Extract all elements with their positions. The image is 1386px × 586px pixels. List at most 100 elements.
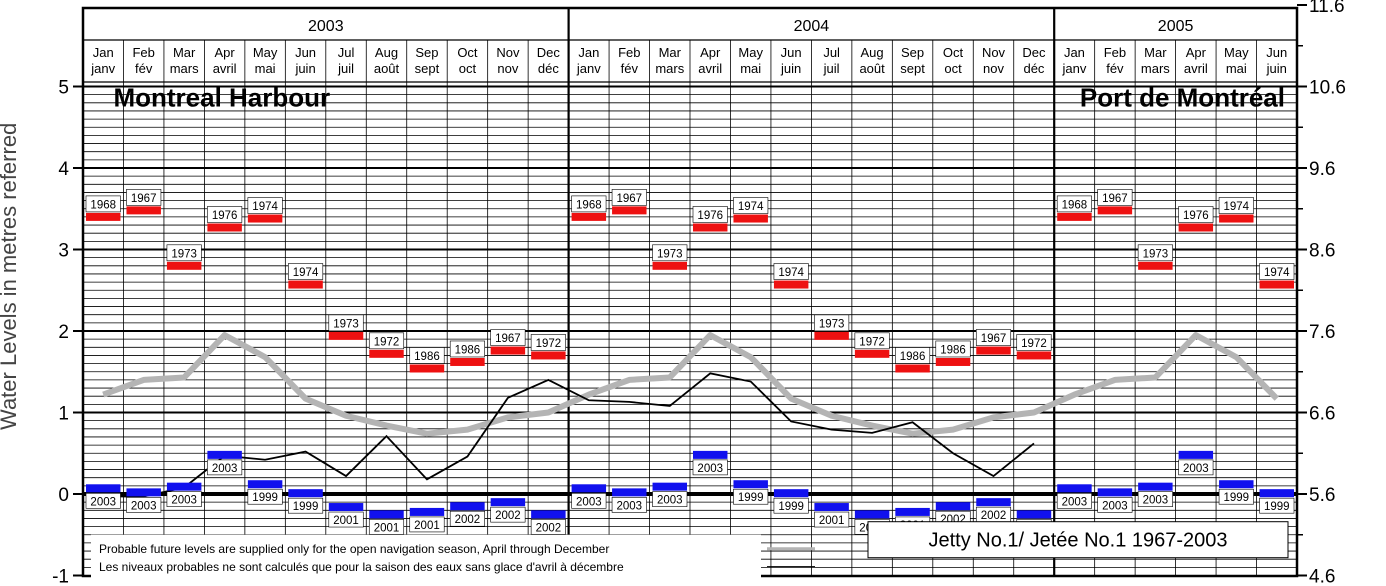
- record-high-year: 1967: [617, 193, 643, 205]
- record-high-year-box: [490, 329, 526, 346]
- legend-text-fr: Les niveaux probables ne sont calculés q…: [99, 560, 624, 574]
- record-high-year-box: [368, 332, 405, 350]
- record-high-bar: [288, 280, 323, 289]
- record-low-year-box: [814, 511, 850, 528]
- record-low-year: 2003: [1183, 463, 1209, 475]
- left-tick-label: 1: [58, 404, 69, 425]
- mean-level-line: [102, 332, 1279, 437]
- month-label-fr: mars: [655, 61, 684, 76]
- record-low-year: 2001: [333, 515, 359, 527]
- record-low-bar: [86, 484, 121, 493]
- record-low-year-box: [1259, 497, 1295, 514]
- month-label-en: Nov: [496, 45, 520, 60]
- record-high-bar: [126, 206, 161, 215]
- record-low-bar: [652, 482, 687, 491]
- record-high-year: 1974: [738, 201, 764, 213]
- record-high-year-box: [895, 347, 931, 364]
- record-high-bar: [369, 349, 404, 358]
- record-high-year-box: [975, 329, 1012, 346]
- year-label: 2003: [308, 18, 344, 35]
- record-low-year: 2003: [212, 463, 238, 475]
- record-low-bar: [935, 502, 971, 511]
- record-high-bar: [207, 223, 242, 232]
- record-low-bar: [571, 484, 607, 493]
- month-label-fr: mai: [255, 61, 276, 76]
- record-low-bar: [207, 450, 242, 459]
- record-high-year-box: [773, 263, 809, 280]
- month-label-en: Feb: [132, 45, 154, 60]
- record-high-year: 1968: [1062, 199, 1088, 211]
- record-low-bar: [693, 450, 728, 459]
- month-label-fr: juin: [294, 61, 315, 76]
- record-high-year: 1967: [131, 193, 157, 205]
- record-low-bar: [1016, 510, 1052, 519]
- left-tick-label: -1: [52, 567, 69, 586]
- record-low-bar: [328, 503, 364, 512]
- record-high-year: 1968: [576, 199, 602, 211]
- month-label-fr: fév: [1106, 61, 1124, 76]
- record-high-year: 1974: [778, 267, 804, 279]
- record-low-bar: [612, 488, 647, 497]
- record-low-year: 2003: [171, 495, 197, 507]
- record-high-bar: [976, 346, 1011, 355]
- month-label-en: Jan: [578, 45, 599, 60]
- record-high-year-box: [409, 347, 445, 364]
- month-label-fr: juil: [823, 61, 840, 76]
- right-tick-label: 8.6: [1309, 241, 1335, 262]
- record-high-year-box: [449, 340, 485, 358]
- month-label-en: Sep: [901, 45, 924, 60]
- record-low-year: 2001: [414, 520, 440, 532]
- left-tick-label: 2: [58, 322, 69, 343]
- record-high-year: 1976: [212, 210, 238, 222]
- record-low-year: 2003: [1062, 496, 1088, 508]
- right-tick-label: 5.6: [1309, 485, 1335, 506]
- record-high-bar: [693, 223, 728, 232]
- record-high-bar: [1057, 212, 1092, 221]
- record-low-year: 1999: [738, 492, 764, 504]
- record-low-year-box: [652, 491, 688, 507]
- record-high-bar: [733, 214, 768, 223]
- record-low-year-box: [571, 492, 607, 509]
- month-label-fr: janv: [576, 61, 601, 76]
- record-low-year-box: [1137, 491, 1173, 507]
- record-low-year-box: [773, 497, 809, 514]
- record-low-year-box: [611, 497, 647, 513]
- record-high-year-box: [692, 206, 728, 223]
- record-high-bar: [612, 206, 647, 215]
- right-tick-label: 10.6: [1309, 78, 1346, 99]
- record-low-year: 2003: [697, 463, 723, 475]
- record-low-year-box: [207, 459, 243, 476]
- record-high-bar: [328, 331, 364, 340]
- record-low-year-box: [733, 488, 769, 505]
- month-label-en: May: [253, 45, 278, 60]
- month-label-en: May: [1224, 45, 1249, 60]
- right-tick-label: 4.6: [1309, 567, 1335, 586]
- chart-title-en: Montreal Harbour: [113, 82, 330, 112]
- record-low-bar: [126, 488, 161, 497]
- record-high-year-box: [288, 263, 324, 280]
- record-high-bar: [247, 214, 283, 223]
- record-low-year: 1999: [1224, 492, 1250, 504]
- record-low-bar: [733, 480, 768, 489]
- record-high-year: 1973: [333, 318, 359, 330]
- record-low-year-box: [126, 497, 162, 513]
- month-label-en: Jan: [93, 45, 114, 60]
- month-label-fr: avril: [1184, 61, 1208, 76]
- right-tick-label: 6.6: [1309, 404, 1335, 425]
- record-low-bar: [854, 510, 890, 519]
- record-high-year: 1986: [900, 351, 926, 363]
- record-high-bar: [450, 357, 485, 366]
- record-low-bar: [1219, 480, 1254, 489]
- record-high-bar: [1016, 351, 1052, 360]
- record-high-year-box: [530, 334, 566, 351]
- month-label-fr: sept: [900, 61, 925, 76]
- record-high-year-box: [733, 197, 769, 214]
- month-label-fr: oct: [944, 61, 962, 76]
- record-low-year-box: [85, 492, 121, 509]
- record-high-year: 1972: [374, 336, 400, 348]
- record-high-year-box: [652, 244, 688, 262]
- record-high-year: 1974: [1224, 201, 1250, 213]
- record-low-bar: [1259, 489, 1294, 498]
- record-low-bar: [1138, 482, 1173, 491]
- left-tick-label: 4: [58, 159, 69, 180]
